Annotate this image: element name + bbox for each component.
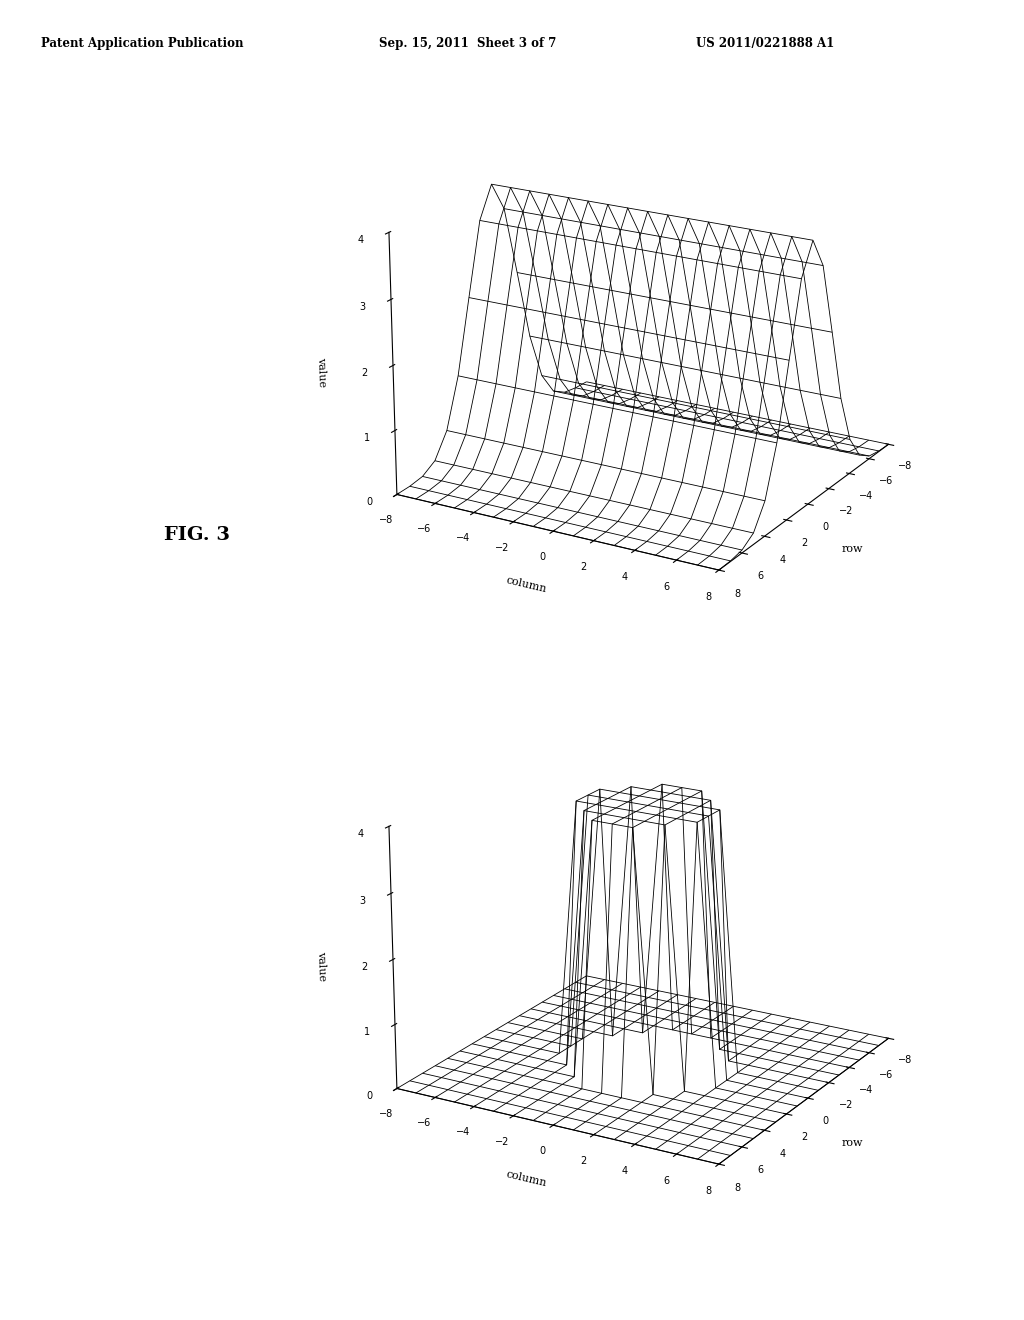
Text: FIG. 3: FIG. 3 — [164, 525, 229, 544]
Y-axis label: column: column — [505, 1170, 548, 1188]
X-axis label: row: row — [842, 1138, 863, 1148]
Text: Patent Application Publication: Patent Application Publication — [41, 37, 244, 50]
Text: US 2011/0221888 A1: US 2011/0221888 A1 — [696, 37, 835, 50]
Y-axis label: column: column — [505, 576, 548, 594]
X-axis label: row: row — [842, 544, 863, 554]
Text: Sep. 15, 2011  Sheet 3 of 7: Sep. 15, 2011 Sheet 3 of 7 — [379, 37, 556, 50]
